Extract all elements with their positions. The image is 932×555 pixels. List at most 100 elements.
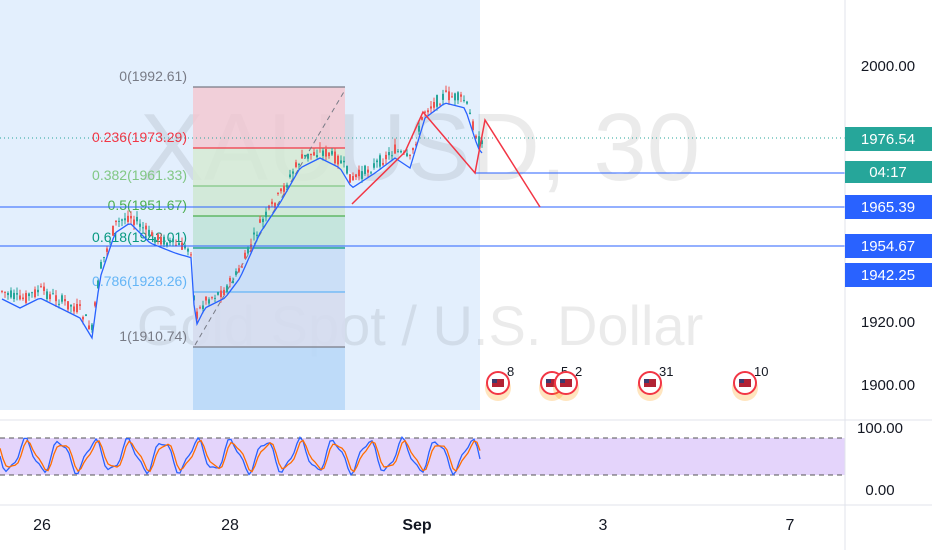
- moving-average-line: [1, 102, 483, 340]
- candle-body: [187, 248, 189, 252]
- oscillator-d-line: [0, 439, 481, 473]
- candle-body: [151, 232, 153, 237]
- price-axis[interactable]: 2000.00 1920.00 1900.00: [861, 58, 915, 394]
- fib-level-label: 1(1910.74): [119, 328, 187, 344]
- candle-body: [265, 211, 267, 218]
- candle-body: [43, 286, 45, 291]
- candle-body: [469, 112, 471, 115]
- candle-body: [451, 96, 453, 98]
- candle-body: [406, 153, 408, 157]
- candle-body: [163, 236, 165, 245]
- candle-body: [409, 154, 411, 156]
- candle-body: [97, 280, 99, 289]
- candle-body: [385, 154, 387, 160]
- price-tick: 2000.00: [861, 58, 915, 75]
- candle-body: [271, 201, 273, 205]
- candle-body: [310, 153, 312, 156]
- candle-body: [253, 232, 255, 235]
- fib-zone-236-382: [193, 148, 345, 186]
- fib-zone-618-786: [193, 248, 345, 292]
- candle-body: [157, 234, 159, 241]
- economic-events[interactable]: 8523110: [485, 364, 768, 401]
- candle-body: [148, 229, 150, 236]
- candle-body: [223, 289, 225, 295]
- candle-body: [82, 316, 84, 320]
- fib-level-label: 0.5(1951.67): [108, 197, 187, 213]
- candle-body: [205, 296, 207, 301]
- candle-body: [319, 147, 321, 149]
- fib-zone-382-5: [193, 186, 345, 216]
- candle-body: [73, 306, 75, 312]
- price-tick: 1900.00: [861, 377, 915, 394]
- event-count: 2: [575, 364, 582, 379]
- candle-body: [304, 154, 306, 157]
- candle-body: [85, 314, 87, 317]
- candle-body: [313, 152, 315, 156]
- candle-body: [460, 94, 462, 97]
- candle-body: [388, 152, 390, 156]
- candle-body: [277, 192, 279, 194]
- candle-body: [343, 160, 345, 163]
- countdown-label: 04:17: [869, 164, 907, 181]
- oscillator-tick: 100.00: [857, 420, 903, 437]
- candle-body: [370, 172, 372, 174]
- projection-path[interactable]: [351, 110, 541, 208]
- fib-zone-786-1: [193, 292, 345, 347]
- fib-level-label: 0(1992.61): [119, 68, 187, 84]
- candle-body: [166, 242, 168, 247]
- candle-body: [457, 92, 459, 101]
- candle-body: [331, 151, 333, 155]
- event-count: 8: [507, 364, 514, 379]
- candle-body: [262, 218, 264, 223]
- candle-body: [361, 171, 363, 179]
- candle-body: [415, 144, 417, 146]
- time-axis[interactable]: 26 28 Sep 3 7: [33, 517, 794, 534]
- price-badge-label: 1954.67: [861, 238, 915, 255]
- candle-body: [391, 155, 393, 157]
- candle-body: [337, 155, 339, 165]
- time-tick: 26: [33, 517, 51, 534]
- candle-body: [112, 225, 114, 236]
- candle-body: [454, 93, 456, 101]
- price-badge: [845, 195, 932, 219]
- candle-body: [25, 293, 27, 303]
- flag-stripes: [492, 379, 504, 387]
- candle-body: [247, 247, 249, 254]
- oscillator-axis[interactable]: 100.00 0.00: [857, 420, 903, 499]
- fib-zone-below: [193, 347, 345, 410]
- candle-body: [394, 144, 396, 154]
- candle-body: [1, 290, 3, 292]
- candle-body: [49, 294, 51, 300]
- candle-body: [448, 91, 450, 101]
- candle-body: [31, 292, 33, 294]
- candle-body: [412, 147, 414, 151]
- candle-body: [127, 215, 129, 222]
- candle-body: [130, 215, 132, 219]
- candle-body: [298, 164, 300, 166]
- oscillator-tick: 0.00: [865, 482, 894, 499]
- candle-body: [445, 90, 447, 92]
- candle-body: [334, 151, 336, 164]
- candle-body: [34, 289, 36, 298]
- candle-body: [88, 325, 90, 329]
- candle-body: [472, 121, 474, 130]
- candle-body: [430, 106, 432, 109]
- candle-body: [67, 301, 69, 310]
- candle-body: [175, 244, 177, 246]
- fib-zone-0-236: [193, 87, 345, 148]
- candle-body: [100, 262, 102, 269]
- flag-canton: [560, 379, 565, 383]
- candle-body: [436, 95, 438, 107]
- candle-body: [13, 292, 15, 300]
- candle-body: [433, 102, 435, 108]
- price-badge-label: 1942.25: [861, 267, 915, 284]
- candle-body: [76, 304, 78, 313]
- candle-body: [211, 297, 213, 299]
- candle-body: [424, 111, 426, 113]
- candle-body: [241, 266, 243, 268]
- candle-body: [172, 238, 174, 243]
- candle-body: [37, 289, 39, 293]
- candle-body: [442, 93, 444, 100]
- candle-body: [226, 285, 228, 292]
